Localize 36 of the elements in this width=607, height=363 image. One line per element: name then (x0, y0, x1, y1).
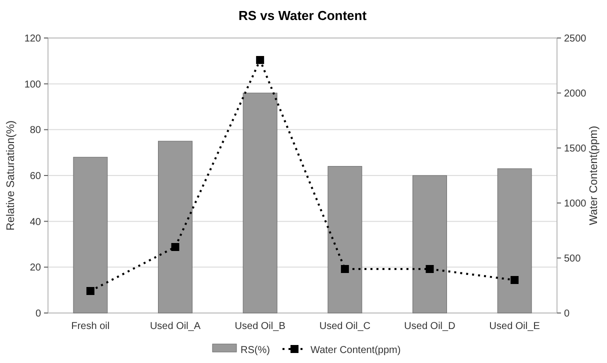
legend-label: RS(%) (240, 345, 270, 356)
x-tick-label: Used Oil_D (404, 321, 456, 332)
bar (328, 166, 362, 314)
y-tick-label: 80 (30, 125, 42, 136)
y-tick-label: 20 (30, 262, 42, 274)
chart-title: RS vs Water Content (238, 8, 368, 23)
bar (497, 168, 532, 314)
y2-tick-label: 1000 (564, 198, 587, 210)
y-tick-label: 120 (24, 34, 42, 44)
x-tick-label: Used Oil_E (489, 321, 540, 332)
point (256, 56, 264, 64)
x-tick-label: Used Oil_B (234, 321, 286, 332)
y2-tick-label: 2000 (564, 88, 587, 100)
point (426, 265, 434, 273)
y-tick-label: 100 (24, 79, 42, 90)
bar (73, 156, 108, 314)
y2-axis-title: Water Content(ppm) (588, 126, 600, 226)
point (86, 287, 94, 295)
y2-tick-label: 1500 (564, 144, 587, 154)
x-tick-label: Fresh oil (71, 321, 110, 332)
y2-tick-label: 500 (564, 254, 582, 264)
legend-label: Water Content(ppm) (310, 345, 401, 356)
point (510, 276, 519, 284)
y-axis-title: Relative Saturation(%) (5, 120, 17, 231)
y2-tick-label: 0 (564, 308, 570, 320)
bar (158, 140, 192, 314)
y-tick-label: 60 (30, 171, 42, 182)
y2-tick-label: 2500 (564, 34, 587, 44)
x-tick-label: Used Oil_C (319, 321, 370, 332)
y-tick-label: 0 (35, 308, 42, 320)
point (171, 243, 180, 251)
point (340, 265, 349, 273)
x-tick-label: Used Oil_A (150, 321, 201, 332)
bar (412, 175, 447, 314)
y-tick-label: 40 (30, 216, 42, 228)
bar (242, 92, 278, 314)
